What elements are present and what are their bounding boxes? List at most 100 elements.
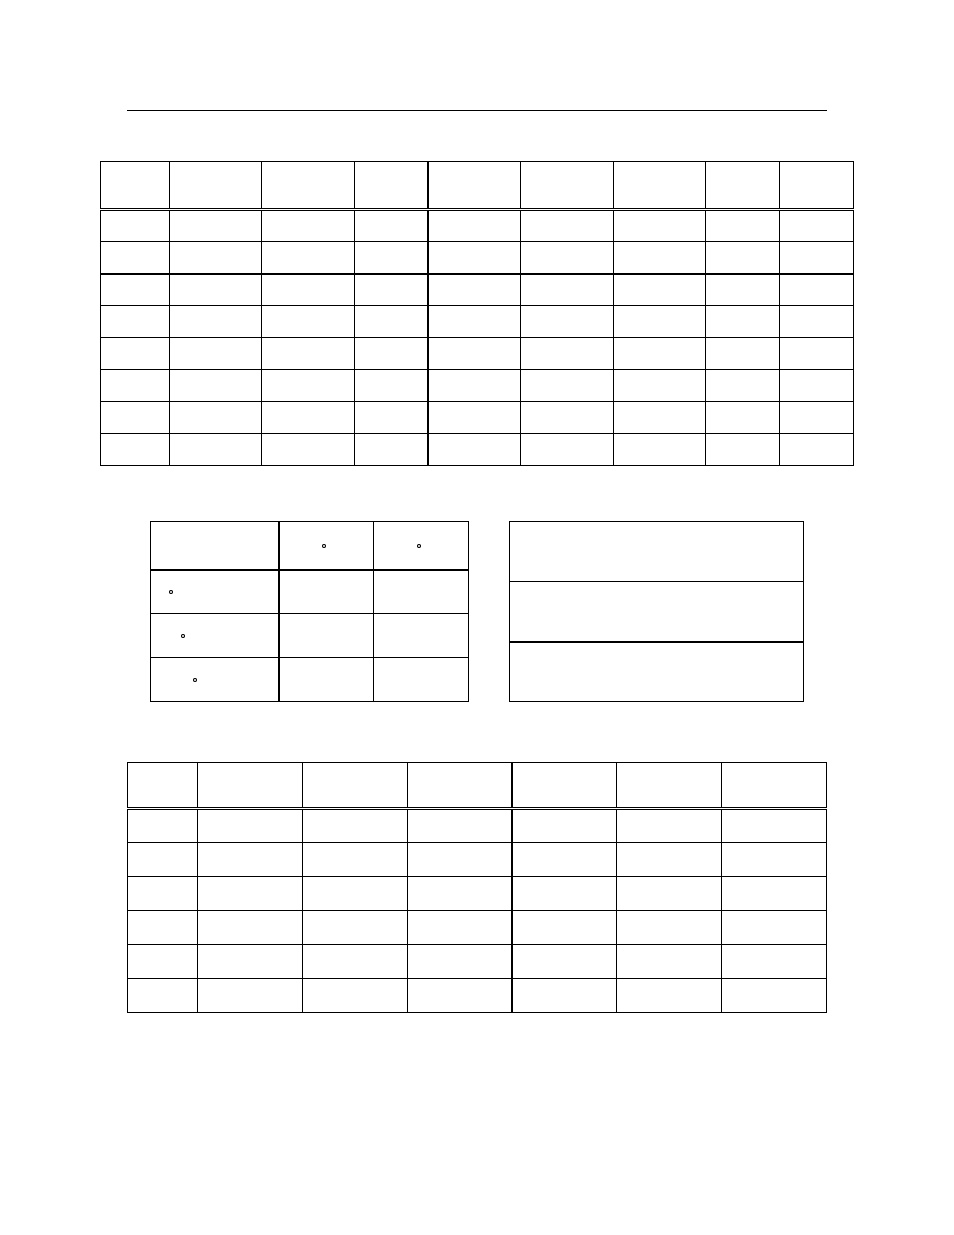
table-d-cell	[197, 809, 302, 843]
circle-icon	[417, 544, 421, 548]
table-a-cell	[354, 210, 428, 242]
table-d-cell	[512, 979, 617, 1013]
table-d-cell	[302, 911, 407, 945]
table-a-cell	[780, 434, 854, 466]
title-rule	[127, 110, 827, 111]
table-b-header-row	[151, 522, 469, 570]
table-d-header-row	[128, 763, 827, 809]
table-d-cell	[512, 843, 617, 877]
table-a-cell	[101, 370, 170, 402]
table-a-cell	[706, 434, 780, 466]
table-a-cell	[169, 210, 262, 242]
table-a-cell	[780, 274, 854, 306]
table-row	[510, 642, 804, 702]
table-a-col-header	[613, 162, 706, 210]
table-d-cell	[128, 877, 198, 911]
table-a-cell	[354, 242, 428, 274]
table-d-cell	[722, 809, 827, 843]
table-a-cell	[101, 274, 170, 306]
table-d-cell	[197, 911, 302, 945]
table-d-cell	[722, 911, 827, 945]
table-b-cell	[374, 570, 469, 614]
table-a-cell	[613, 402, 706, 434]
table-a-cell	[521, 210, 614, 242]
table-row	[151, 658, 469, 702]
table-b-cell	[279, 658, 374, 702]
table-a-cell	[706, 274, 780, 306]
table-a-cell	[262, 338, 355, 370]
table-c-body	[510, 522, 804, 702]
table-b-col-header	[374, 522, 469, 570]
table-d-cell	[197, 979, 302, 1013]
table-a-cell	[354, 402, 428, 434]
table-row	[101, 402, 854, 434]
table-a-cell	[354, 370, 428, 402]
table-row	[128, 809, 827, 843]
table-b-cell	[374, 614, 469, 658]
table-a-cell	[101, 306, 170, 338]
table-row	[151, 570, 469, 614]
table-a-cell	[521, 434, 614, 466]
table-a-col-header	[780, 162, 854, 210]
table-a-cell	[428, 242, 521, 274]
table-row	[128, 911, 827, 945]
table-d-col-header	[512, 763, 617, 809]
table-d-cell	[617, 809, 722, 843]
table-d-cell	[722, 877, 827, 911]
table-a-cell	[780, 210, 854, 242]
table-row	[101, 434, 854, 466]
table-d-col-header	[197, 763, 302, 809]
table-a-cell	[169, 242, 262, 274]
table-row	[101, 210, 854, 242]
table-row	[101, 274, 854, 306]
table-d	[127, 762, 827, 1013]
table-d-cell	[407, 911, 512, 945]
table-a-body	[101, 210, 854, 466]
table-d-cell	[197, 877, 302, 911]
table-a-cell	[521, 402, 614, 434]
table-d-cell	[722, 945, 827, 979]
table-d-cell	[512, 809, 617, 843]
table-a-cell	[101, 242, 170, 274]
table-a-cell	[354, 338, 428, 370]
table-d-body	[128, 809, 827, 1013]
table-a-cell	[613, 306, 706, 338]
table-a-cell	[780, 242, 854, 274]
table-d-cell	[407, 843, 512, 877]
table-a-cell	[706, 242, 780, 274]
table-b-cell	[151, 658, 279, 702]
table-a-cell	[169, 306, 262, 338]
table-a-cell	[354, 306, 428, 338]
table-b-cell	[151, 614, 279, 658]
table-a-col-header	[521, 162, 614, 210]
table-a-cell	[262, 306, 355, 338]
table-row	[101, 306, 854, 338]
table-a-cell	[428, 370, 521, 402]
table-a-cell	[101, 434, 170, 466]
table-b-cell	[279, 570, 374, 614]
table-d-col-header	[407, 763, 512, 809]
table-b-cell	[374, 658, 469, 702]
table-d-cell	[197, 843, 302, 877]
page	[0, 0, 954, 1073]
table-a-cell	[428, 338, 521, 370]
table-d-cell	[407, 809, 512, 843]
table-a-cell	[706, 306, 780, 338]
table-row	[128, 979, 827, 1013]
table-d-cell	[407, 945, 512, 979]
table-a-col-header	[169, 162, 262, 210]
table-a-col-header	[706, 162, 780, 210]
table-c-cell	[510, 642, 804, 702]
circle-icon	[181, 634, 185, 638]
table-a-cell	[780, 306, 854, 338]
table-a-cell	[613, 210, 706, 242]
table-d-cell	[302, 843, 407, 877]
table-row	[101, 338, 854, 370]
table-b-cell	[279, 614, 374, 658]
table-a-cell	[780, 402, 854, 434]
table-a-cell	[169, 274, 262, 306]
table-d-cell	[197, 945, 302, 979]
table-d-cell	[722, 979, 827, 1013]
table-a-cell	[169, 434, 262, 466]
table-row	[101, 370, 854, 402]
